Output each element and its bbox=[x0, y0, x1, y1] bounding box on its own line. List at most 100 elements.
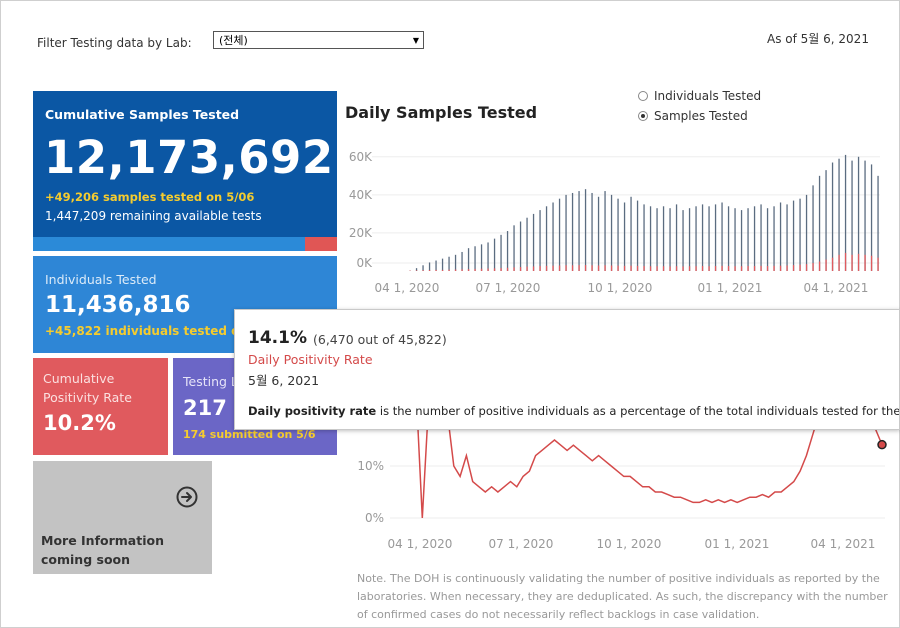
positive-bar bbox=[805, 264, 808, 271]
footnote: Note. The DOH is continuously validating… bbox=[357, 572, 888, 621]
positive-bar bbox=[591, 265, 593, 271]
samples-bar bbox=[532, 213, 535, 271]
y-tick-label: 40K bbox=[349, 188, 373, 202]
positivity-rate-tile[interactable]: Cumulative Positivity Rate 10.2% bbox=[33, 358, 168, 455]
testing-labs-value: 217 bbox=[183, 396, 227, 420]
samples-bar bbox=[708, 206, 710, 271]
x-tick-label: 10 1, 2020 bbox=[588, 281, 653, 295]
positive-bar bbox=[532, 266, 535, 271]
tile-title-line1: Cumulative bbox=[43, 371, 115, 386]
samples-bar bbox=[682, 210, 684, 271]
samples-bar bbox=[526, 217, 528, 271]
samples-bar bbox=[623, 202, 626, 271]
x-tick-label: 01 1, 2021 bbox=[698, 281, 763, 295]
samples-bar bbox=[480, 244, 483, 271]
positive-bar bbox=[454, 269, 457, 271]
positive-bar bbox=[708, 266, 710, 271]
tooltip-fraction: (6,470 out of 45,822) bbox=[313, 332, 447, 347]
samples-bar bbox=[487, 242, 489, 271]
tile-title-line2: Positivity Rate bbox=[43, 390, 132, 405]
positive-bar bbox=[766, 266, 769, 271]
tooltip-description: Daily positivity rate is the number of p… bbox=[248, 404, 899, 418]
selected-point-marker bbox=[877, 439, 887, 450]
positive-bar bbox=[779, 265, 782, 271]
positive-bar bbox=[422, 270, 424, 271]
samples-bar bbox=[864, 160, 866, 271]
daily-individuals-highlight: +45,822 individuals tested on 5/06 bbox=[45, 324, 282, 338]
positive-bar bbox=[825, 259, 827, 271]
positive-bar bbox=[415, 270, 418, 271]
samples-bar bbox=[773, 206, 775, 271]
remaining-tests: 1,447,209 remaining available tests bbox=[45, 209, 262, 223]
samples-bar bbox=[805, 194, 808, 271]
more-information-tile[interactable]: More Information coming soon bbox=[33, 461, 212, 574]
samples-bar bbox=[825, 170, 827, 271]
positive-bar bbox=[844, 252, 847, 271]
samples-bar bbox=[799, 198, 801, 271]
samples-bar bbox=[734, 208, 736, 271]
positivity-line bbox=[415, 361, 883, 519]
tooltip-label: Daily Positivity Rate bbox=[248, 352, 373, 367]
samples-bar bbox=[656, 208, 658, 271]
x-tick-label: 07 1, 2020 bbox=[476, 281, 541, 295]
daily-samples-highlight: +49,206 samples tested on 5/06 bbox=[45, 190, 255, 204]
samples-bar bbox=[669, 208, 671, 271]
positive-bar bbox=[467, 269, 470, 271]
radio-individuals-tested[interactable]: Individuals Tested bbox=[638, 89, 761, 103]
positive-bar bbox=[662, 266, 665, 271]
samples-bar bbox=[857, 156, 860, 271]
y-tick-label: 60K bbox=[349, 150, 373, 164]
positive-bar bbox=[714, 266, 717, 271]
positive-bar bbox=[734, 266, 736, 271]
labs-submitted-highlight: 174 submitted on 5/6 bbox=[183, 428, 316, 441]
samples-bar bbox=[747, 208, 749, 271]
positive-bar bbox=[584, 265, 587, 271]
positive-bar bbox=[669, 266, 671, 271]
chart-title: Daily Samples Tested bbox=[345, 103, 538, 122]
samples-bar bbox=[461, 251, 463, 271]
samples-bar bbox=[630, 196, 632, 271]
positive-bar bbox=[441, 269, 444, 271]
radio-button-selected-icon[interactable] bbox=[638, 111, 648, 121]
tile-title: Individuals Tested bbox=[45, 272, 157, 287]
samples-bar bbox=[675, 204, 678, 271]
positive-bar bbox=[597, 265, 600, 271]
radio-button-icon[interactable] bbox=[638, 91, 648, 101]
cumulative-samples-tile[interactable]: Cumulative Samples Tested 12,173,692 +49… bbox=[33, 91, 337, 251]
samples-bar bbox=[695, 206, 697, 271]
positive-bar bbox=[870, 255, 873, 271]
samples-bar bbox=[448, 256, 450, 271]
positive-bar bbox=[519, 267, 522, 271]
samples-bar bbox=[519, 221, 522, 271]
positive-bar bbox=[623, 265, 626, 271]
lab-filter-select[interactable]: (전체) ▼ bbox=[213, 31, 424, 49]
radio-label: Samples Tested bbox=[654, 109, 748, 123]
positive-bar bbox=[461, 269, 463, 271]
positive-bar bbox=[727, 266, 730, 271]
samples-bar bbox=[539, 210, 541, 271]
samples-bar bbox=[506, 231, 509, 271]
samples-bar bbox=[500, 234, 502, 271]
positive-bar bbox=[799, 264, 801, 271]
samples-bar bbox=[454, 254, 457, 271]
samples-bar bbox=[662, 206, 665, 271]
positive-bar bbox=[675, 266, 678, 271]
positive-bar bbox=[513, 267, 515, 271]
samples-bar bbox=[493, 238, 496, 271]
individuals-tested-value: 11,436,816 bbox=[45, 292, 191, 318]
positive-bar bbox=[545, 265, 548, 271]
positive-bar bbox=[480, 268, 483, 271]
tooltip-desc-bold: Daily positivity rate bbox=[248, 404, 377, 418]
samples-bar bbox=[467, 248, 470, 271]
samples-bar bbox=[584, 189, 587, 271]
arrow-right-circle-icon[interactable] bbox=[176, 486, 198, 508]
x-tick-label: 10 1, 2020 bbox=[597, 537, 662, 551]
samples-bar bbox=[786, 204, 788, 271]
positive-bar bbox=[448, 269, 450, 271]
as-of-date: As of 5월 6, 2021 bbox=[767, 32, 869, 46]
samples-bar bbox=[578, 191, 580, 271]
radio-samples-tested[interactable]: Samples Tested bbox=[638, 109, 748, 123]
positive-bar bbox=[506, 267, 509, 271]
samples-bar bbox=[610, 194, 613, 271]
